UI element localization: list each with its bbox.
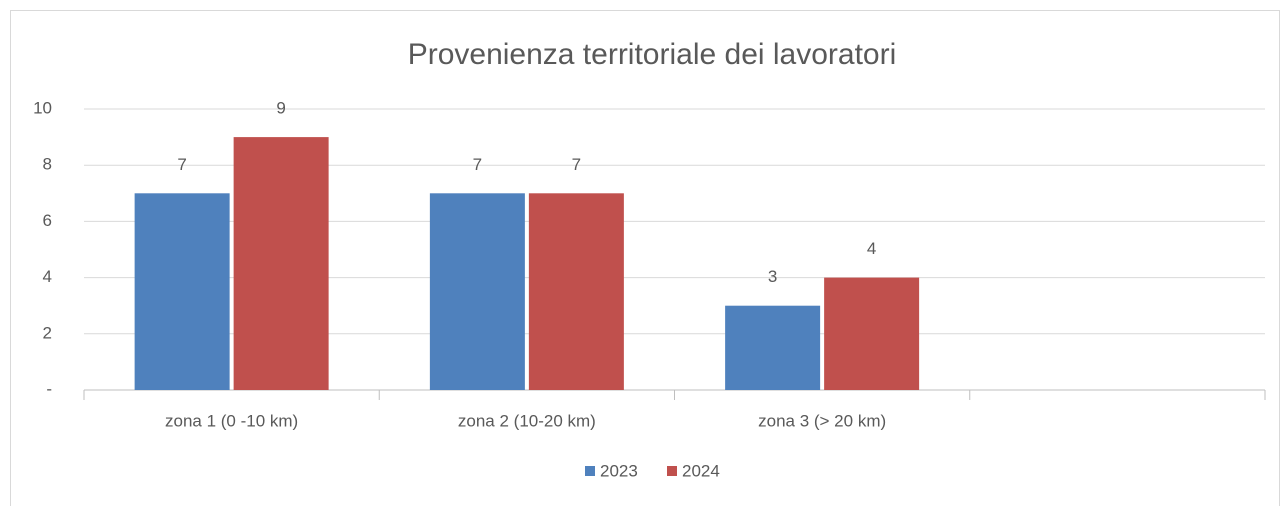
bar	[824, 277, 920, 390]
x-tick-label: zona 1 (0 -10 km)	[165, 411, 298, 430]
legend-label: 2024	[682, 461, 720, 480]
data-label: 4	[867, 239, 876, 258]
y-tick-label: 10	[33, 98, 52, 117]
bar	[134, 193, 230, 390]
bar	[528, 193, 624, 390]
bar	[429, 193, 525, 390]
chart-title: Provenienza territoriale dei lavoratori	[408, 38, 897, 71]
data-label: 7	[177, 155, 186, 174]
y-tick-label: -	[46, 379, 52, 398]
legend-swatch	[585, 466, 595, 476]
y-tick-label: 6	[43, 211, 52, 230]
legend-label: 2023	[600, 461, 638, 480]
y-tick-label: 4	[43, 267, 52, 286]
data-label: 3	[768, 267, 777, 286]
legend-swatch	[667, 466, 677, 476]
bar	[725, 305, 821, 390]
data-label: 7	[473, 155, 482, 174]
data-label: 9	[276, 99, 285, 118]
x-tick-label: zona 3 (> 20 km)	[758, 411, 886, 430]
bar	[233, 137, 329, 390]
x-tick-label: zona 2 (10-20 km)	[458, 411, 596, 430]
y-tick-label: 8	[43, 155, 52, 174]
data-label: 7	[572, 155, 581, 174]
y-tick-label: 2	[43, 323, 52, 342]
